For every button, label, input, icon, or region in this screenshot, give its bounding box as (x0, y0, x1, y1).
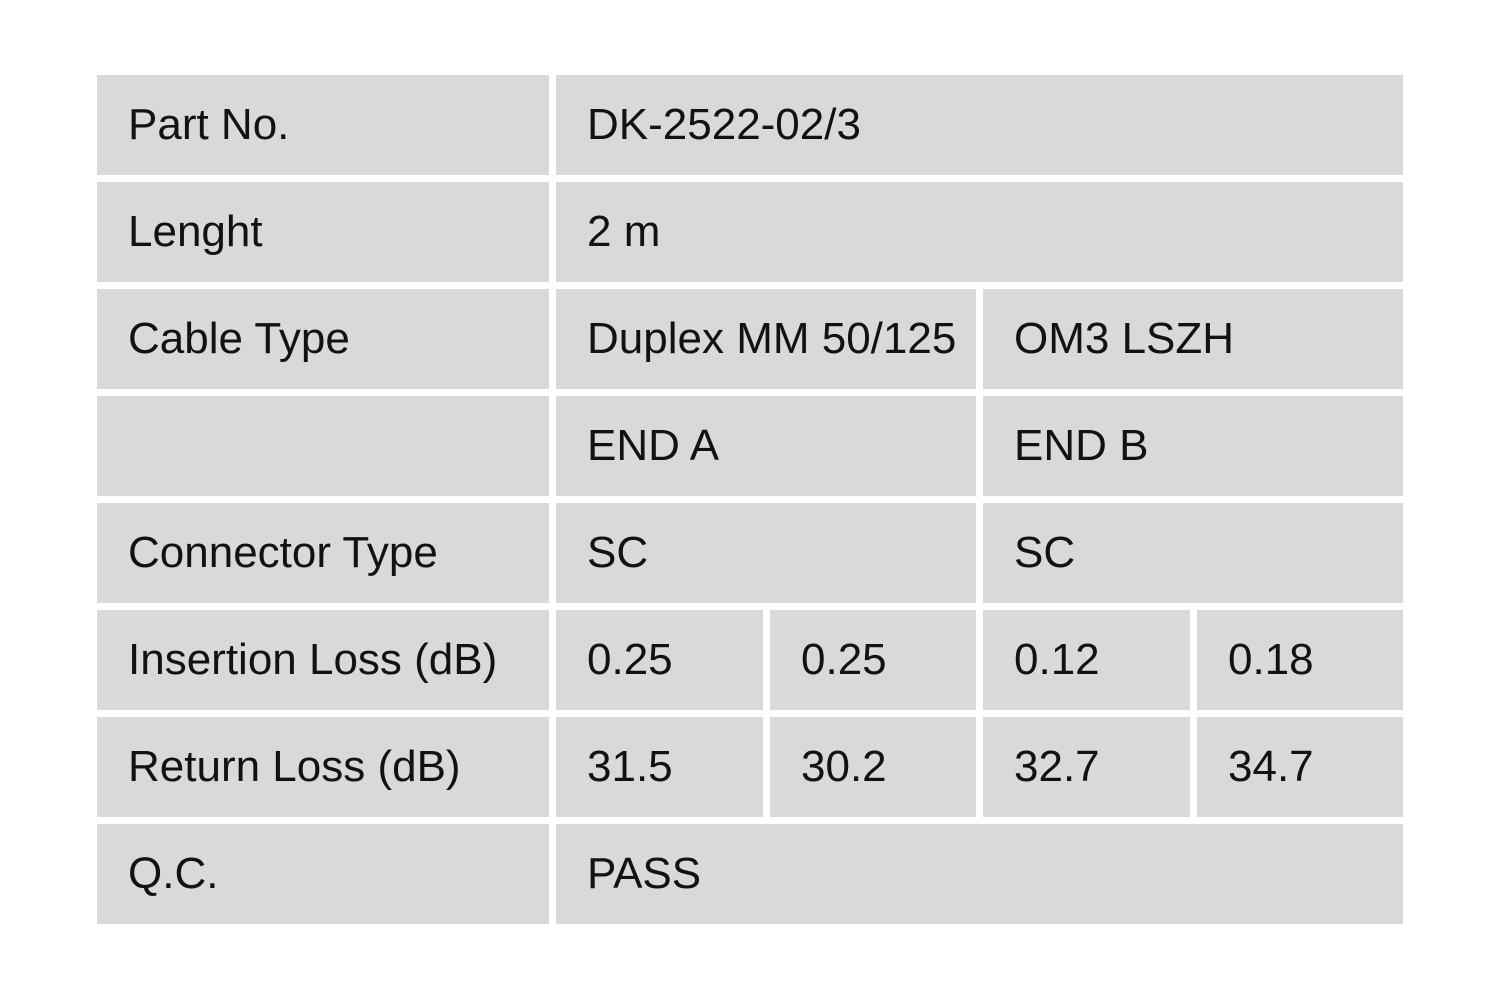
end-b-header-cell: END B (983, 396, 1403, 496)
insertion-loss-value-cell: 0.25 (556, 610, 763, 710)
return-loss-label-cell: Return Loss (dB) (97, 717, 549, 817)
connector-type-end-b-cell: SC (983, 503, 1403, 603)
return-loss-value-cell: 31.5 (556, 717, 763, 817)
return-loss-value-cell: 32.7 (983, 717, 1190, 817)
cable-type-label-cell: Cable Type (97, 289, 549, 389)
ends-empty-label-cell (97, 396, 549, 496)
cable-type-value-b-cell: OM3 LSZH (983, 289, 1403, 389)
end-a-header-cell: END A (556, 396, 976, 496)
spec-table: Part No. DK-2522-02/3 Lenght 2 m Cable T… (97, 75, 1403, 924)
part-no-value-cell: DK-2522-02/3 (556, 75, 1403, 175)
insertion-loss-label-cell: Insertion Loss (dB) (97, 610, 549, 710)
insertion-loss-value-cell: 0.12 (983, 610, 1190, 710)
return-loss-value-cell: 30.2 (770, 717, 976, 817)
cable-type-value-a-cell: Duplex MM 50/125 (556, 289, 976, 389)
length-value-cell: 2 m (556, 182, 1403, 282)
length-label-cell: Lenght (97, 182, 549, 282)
qc-value-cell: PASS (556, 824, 1403, 924)
qc-label-cell: Q.C. (97, 824, 549, 924)
return-loss-value-cell: 34.7 (1197, 717, 1403, 817)
connector-type-end-a-cell: SC (556, 503, 976, 603)
insertion-loss-value-cell: 0.18 (1197, 610, 1403, 710)
insertion-loss-value-cell: 0.25 (770, 610, 976, 710)
connector-type-label-cell: Connector Type (97, 503, 549, 603)
part-no-label-cell: Part No. (97, 75, 549, 175)
